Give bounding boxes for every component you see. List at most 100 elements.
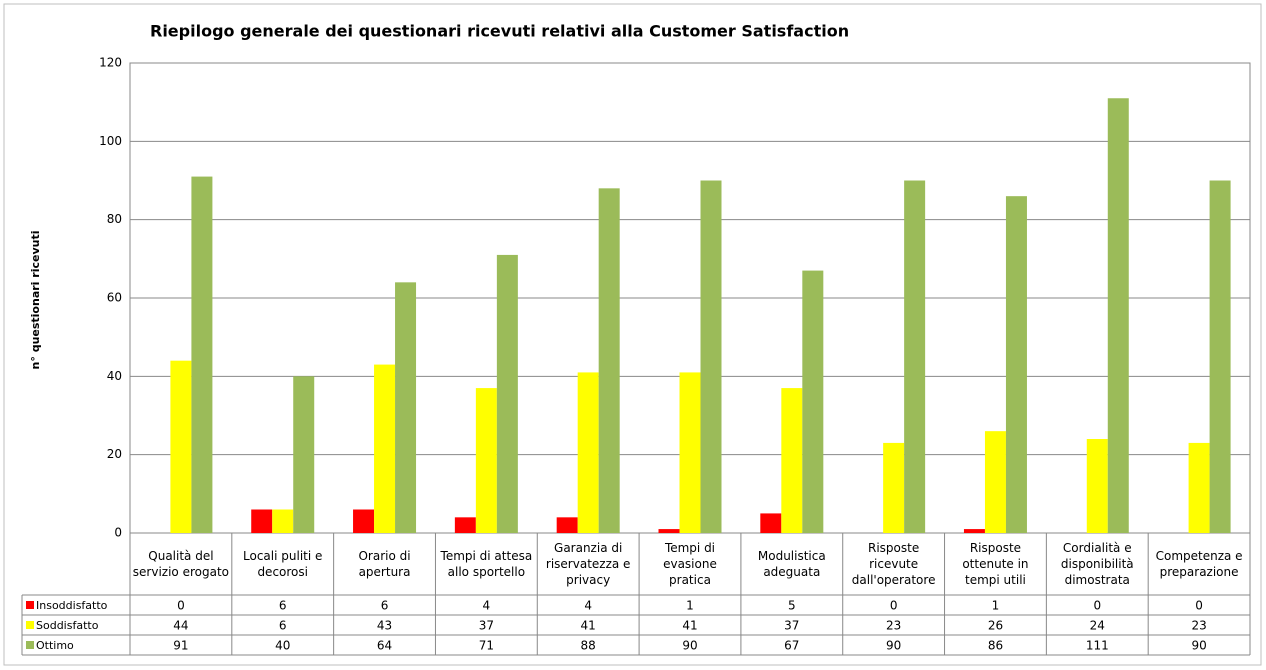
bar xyxy=(1107,98,1129,533)
y-axis-label: n° questionari ricevuti xyxy=(29,231,42,370)
y-tick-label: 120 xyxy=(99,56,122,70)
legend-label: Ottimo xyxy=(36,639,74,652)
table-value: 26 xyxy=(988,619,1003,633)
legend-key xyxy=(26,601,34,609)
legend-key xyxy=(26,641,34,649)
table-value: 4 xyxy=(584,599,592,613)
table-value: 6 xyxy=(381,599,389,613)
category-cell: Garanzia di riservatezza e privacy xyxy=(545,541,631,587)
bar xyxy=(984,431,1006,533)
category-cell: Locali puliti e decorosi xyxy=(243,549,323,579)
x-tick-label: Garanzia di riservatezza e privacy xyxy=(545,541,631,587)
x-tick-label: Risposte ottenute in tempi utili xyxy=(962,541,1029,587)
table-value: 1 xyxy=(686,599,694,613)
category-cell: Risposte ricevute dall'operatore xyxy=(851,541,936,587)
bar xyxy=(170,360,192,533)
table-value: 64 xyxy=(377,639,392,653)
table-value: 1 xyxy=(992,599,1000,613)
category-cell: Tempi di attesa allo sportello xyxy=(440,549,533,579)
frame xyxy=(3,3,1262,666)
x-tick-label: Risposte ricevute dall'operatore xyxy=(851,541,936,587)
table-value: 24 xyxy=(1090,619,1105,633)
bar xyxy=(1209,180,1231,533)
table-value: 37 xyxy=(479,619,494,633)
y-tick-label: 40 xyxy=(107,369,122,383)
table-value: 71 xyxy=(479,639,494,653)
category-cell: Competenza e preparazione xyxy=(1155,549,1243,579)
bar xyxy=(760,513,782,533)
table-value: 90 xyxy=(682,639,697,653)
bar xyxy=(963,529,985,533)
table-value: 5 xyxy=(788,599,796,613)
category-cell: Orario di apertura xyxy=(358,549,411,579)
table-value: 0 xyxy=(890,599,898,613)
bar xyxy=(802,270,824,533)
x-tick-label: Orario di apertura xyxy=(358,549,411,579)
table-value: 0 xyxy=(1195,599,1203,613)
x-tick-label: Competenza e preparazione xyxy=(1155,549,1243,579)
table-value: 0 xyxy=(177,599,185,613)
y-tick-label: 0 xyxy=(114,526,122,540)
y-tick-label: 20 xyxy=(107,447,122,461)
x-tick-label: Modulistica adeguata xyxy=(757,549,826,579)
category-cell: Modulistica adeguata xyxy=(757,549,826,579)
table-value: 41 xyxy=(682,619,697,633)
y-tick-label: 100 xyxy=(99,134,122,148)
table-value: 6 xyxy=(279,619,287,633)
table-value: 23 xyxy=(1191,619,1206,633)
table-value: 44 xyxy=(173,619,188,633)
bar xyxy=(272,509,294,533)
x-tick-label: Cordialità e disponibilità dimostrata xyxy=(1060,541,1134,587)
bar xyxy=(496,254,518,533)
bar xyxy=(904,180,926,533)
table-value: 90 xyxy=(886,639,901,653)
table-value: 4 xyxy=(483,599,491,613)
bar xyxy=(700,180,722,533)
legend-label: Insoddisfatto xyxy=(36,599,108,612)
x-tick-label: Locali puliti e decorosi xyxy=(243,549,323,579)
bar xyxy=(395,282,417,533)
category-cell: Tempi di evasione pratica xyxy=(663,541,717,587)
y-tick-label: 60 xyxy=(107,291,122,305)
bar xyxy=(191,176,213,534)
bar xyxy=(293,376,315,533)
category-cell: Cordialità e disponibilità dimostrata xyxy=(1060,541,1134,587)
table-value: 37 xyxy=(784,619,799,633)
bar xyxy=(658,529,680,533)
table-value: 0 xyxy=(1093,599,1101,613)
table-value: 111 xyxy=(1086,639,1109,653)
chart-title: Riepilogo generale dei questionari ricev… xyxy=(150,22,849,41)
table-value: 88 xyxy=(581,639,596,653)
category-cell: Qualità del servizio erogato xyxy=(132,549,230,579)
table-value: 41 xyxy=(581,619,596,633)
table-value: 86 xyxy=(988,639,1003,653)
bar xyxy=(353,509,375,533)
table-value: 91 xyxy=(173,639,188,653)
table-value: 23 xyxy=(886,619,901,633)
bar xyxy=(1086,439,1108,533)
bar xyxy=(454,517,476,533)
legend-key xyxy=(26,621,34,629)
x-tick-label: Tempi di evasione pratica xyxy=(663,541,717,587)
bar xyxy=(251,509,273,533)
table-value: 6 xyxy=(279,599,287,613)
table-value: 40 xyxy=(275,639,290,653)
category-cell: Risposte ottenute in tempi utili xyxy=(962,541,1029,587)
legend-label: Soddisfatto xyxy=(36,619,99,632)
bar xyxy=(883,442,905,533)
bar xyxy=(781,388,803,533)
table-value: 90 xyxy=(1191,639,1206,653)
x-tick-label: Tempi di attesa allo sportello xyxy=(440,549,533,579)
bar xyxy=(679,372,701,533)
x-tick-label: Qualità del servizio erogato xyxy=(132,549,230,579)
bar xyxy=(556,517,578,533)
bar xyxy=(475,388,497,533)
bar xyxy=(374,364,396,533)
y-tick-label: 80 xyxy=(107,212,122,226)
bar xyxy=(577,372,599,533)
bar xyxy=(1005,196,1027,533)
bar xyxy=(598,188,620,534)
table-value: 43 xyxy=(377,619,392,633)
table-value: 67 xyxy=(784,639,799,653)
